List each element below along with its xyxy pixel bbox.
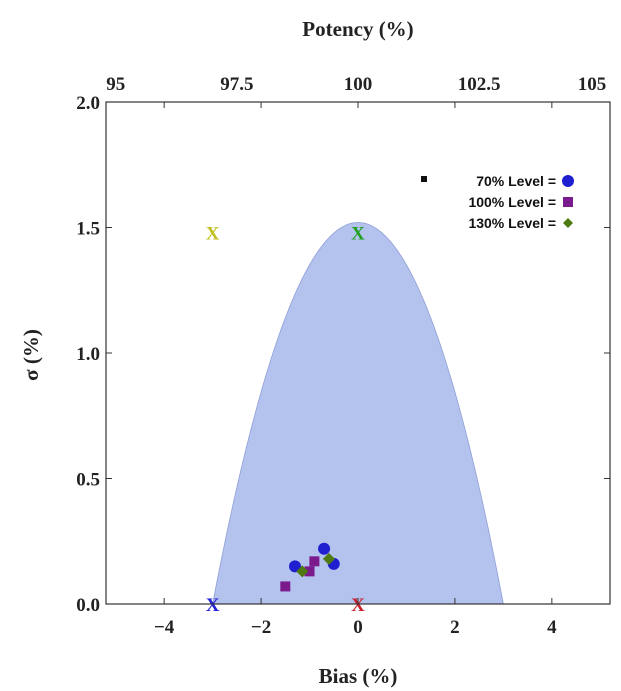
data-point xyxy=(309,556,320,567)
axis-ticks: −4 −2 0 2 4 0.0 0.5 1.0 1.5 2.0 95 97.5 100 102.5 105 xyxy=(76,74,610,638)
legend-label: 130% Level = xyxy=(468,215,556,231)
x-tick-label: 0 xyxy=(353,617,363,638)
x-tick-label: 2 xyxy=(450,617,460,638)
legend: 70% Level = 100% Level = 130% Level = xyxy=(421,173,574,231)
legend-marker xyxy=(563,197,573,207)
y-tick-label: 0.0 xyxy=(76,595,100,616)
x-tick-label: 4 xyxy=(547,617,557,638)
data-points xyxy=(280,542,340,592)
data-point xyxy=(296,565,309,578)
top-tick-label: 105 xyxy=(578,74,607,95)
top-tick-label: 95 xyxy=(106,74,125,95)
x-axis-title: Bias (%) xyxy=(319,664,398,688)
x-tick-label: −4 xyxy=(154,617,175,638)
x-tick-label: −2 xyxy=(251,617,271,638)
annotations: X X X X xyxy=(206,224,365,616)
legend-label: 100% Level = xyxy=(468,194,556,210)
legend-label: 70% Level = xyxy=(476,173,556,189)
top-tick-label: 100 xyxy=(344,74,373,95)
y-tick-label: 0.5 xyxy=(76,470,100,491)
data-point xyxy=(304,566,315,577)
y-axis-title: σ (%) xyxy=(19,329,43,381)
data-point xyxy=(289,560,301,573)
data-point xyxy=(322,552,335,565)
data-point xyxy=(280,581,291,592)
y-tick-label: 2.0 xyxy=(76,93,100,114)
x-marker: X xyxy=(206,595,220,616)
x-marker: X xyxy=(206,224,220,245)
top-tick-label: 102.5 xyxy=(458,74,501,95)
legend-bullet xyxy=(421,176,427,182)
y-tick-label: 1.0 xyxy=(76,344,100,365)
plot-area xyxy=(212,222,504,605)
top-axis-title: Potency (%) xyxy=(302,17,413,41)
legend-marker xyxy=(563,218,573,228)
data-point xyxy=(318,542,331,555)
legend-marker xyxy=(562,175,574,187)
x-marker: X xyxy=(351,595,365,616)
x-marker: X xyxy=(351,224,365,245)
top-tick-label: 97.5 xyxy=(220,74,253,95)
acceptance-region xyxy=(212,222,504,605)
y-tick-label: 1.5 xyxy=(76,219,100,240)
